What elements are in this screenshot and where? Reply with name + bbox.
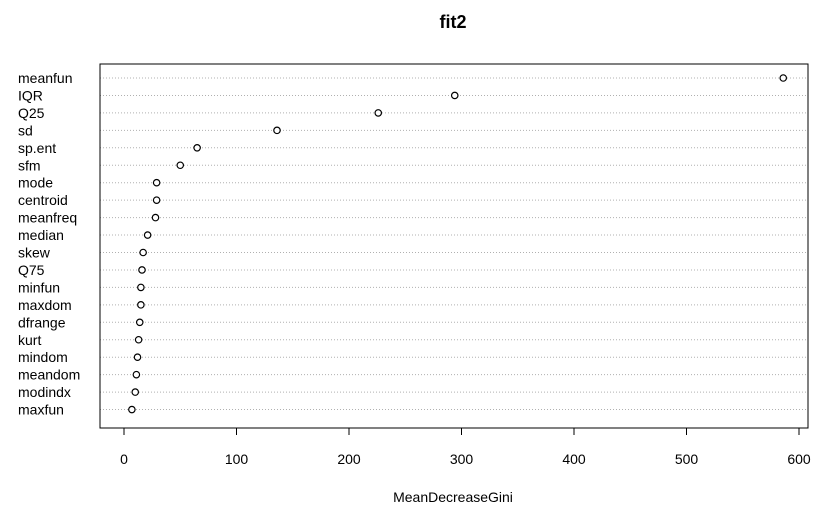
category-label: IQR	[18, 87, 43, 103]
x-tick-label: 600	[787, 451, 811, 467]
x-axis-title: MeanDecreaseGini	[393, 489, 513, 505]
category-label: modindx	[18, 384, 71, 400]
data-point-minfun	[137, 283, 145, 292]
category-label: centroid	[18, 192, 68, 208]
data-point-maxdom	[137, 301, 145, 309]
x-tick-label: 200	[337, 451, 361, 467]
data-point-meandom	[132, 370, 141, 379]
data-point-modindx	[131, 388, 140, 396]
data-point-mode	[152, 178, 161, 187]
data-point-kurt	[134, 335, 143, 344]
data-point-meanfreq	[151, 213, 160, 222]
category-label: Q25	[18, 105, 45, 121]
x-tick-label: 100	[225, 451, 249, 467]
data-point-iqr	[450, 91, 459, 100]
data-point-meanfun	[779, 74, 788, 82]
x-tick-label: 400	[562, 451, 586, 467]
category-label: median	[18, 227, 64, 243]
category-label: skew	[18, 245, 51, 261]
data-point-q75	[138, 266, 146, 274]
category-label: Q75	[18, 262, 45, 278]
grid-lines	[100, 77, 808, 411]
data-point-mindom	[133, 353, 142, 362]
data-point-maxfun	[128, 405, 136, 414]
category-label: meanfreq	[18, 210, 77, 226]
category-label: mindom	[18, 349, 68, 365]
chart-title: fit2	[440, 12, 467, 32]
data-point-dfrange	[135, 318, 144, 327]
data-point-q25	[374, 109, 383, 117]
category-label: maxdom	[18, 297, 72, 313]
x-tick-label: 300	[450, 451, 474, 467]
category-label: dfrange	[18, 314, 66, 330]
x-tick-label: 500	[675, 451, 699, 467]
data-point-skew	[139, 248, 147, 257]
category-label: minfun	[18, 279, 60, 295]
plot-frame	[99, 63, 809, 429]
category-label: sfm	[18, 157, 41, 173]
x-tick-label: 0	[120, 451, 128, 467]
data-point-median	[143, 231, 152, 239]
category-label: sd	[18, 122, 33, 138]
category-label: kurt	[18, 332, 41, 348]
data-point-centroid	[152, 196, 161, 204]
data-points	[128, 74, 788, 414]
category-label: meanfun	[18, 70, 72, 86]
category-label: mode	[18, 175, 53, 191]
category-label: meandom	[18, 367, 80, 383]
data-point-sfm	[176, 161, 185, 170]
data-point-sp-ent	[193, 144, 201, 152]
category-label: maxfun	[18, 402, 64, 418]
category-label: sp.ent	[18, 140, 56, 156]
x-axis: 0 100 200 300 400 500 600	[120, 428, 811, 467]
data-point-sd	[273, 126, 281, 135]
